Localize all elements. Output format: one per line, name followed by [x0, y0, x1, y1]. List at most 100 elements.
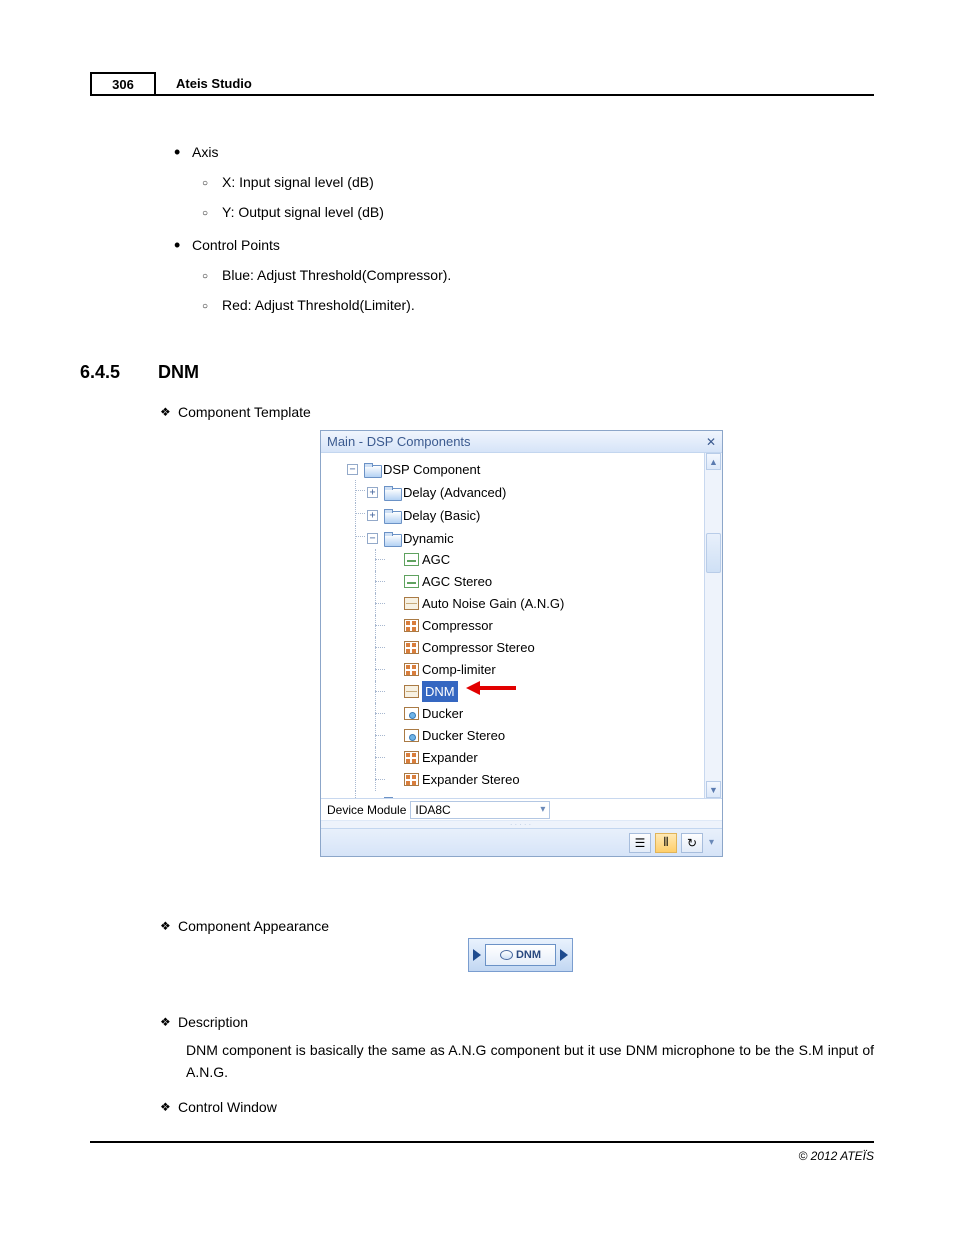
- expand-icon[interactable]: +: [367, 487, 378, 498]
- footer-columns-icon[interactable]: ⦀: [655, 833, 677, 853]
- tree-item-agc[interactable]: AGC: [387, 549, 450, 570]
- tree-label: Ducker: [422, 703, 463, 724]
- component-icon: [404, 597, 419, 610]
- page-footer: © 2012 ATEÏS: [90, 1141, 874, 1163]
- footer-list-icon[interactable]: ☰: [629, 833, 651, 853]
- folder-icon: [384, 509, 400, 522]
- component-icon: [404, 773, 419, 786]
- tree-item-dnm[interactable]: DNM: [387, 681, 458, 702]
- folder-icon: [384, 797, 400, 798]
- folder-icon: [364, 463, 380, 476]
- panel-titlebar: Main - DSP Components ✕: [321, 431, 722, 453]
- control-points-red: Red: Adjust Threshold(Limiter).: [222, 294, 874, 318]
- component-icon: [404, 553, 419, 566]
- device-module-label: Device Module: [327, 803, 406, 817]
- device-module-row: Device Module IDA8C: [321, 798, 722, 820]
- axis-label: Axis: [192, 144, 218, 160]
- folder-icon: [384, 532, 400, 545]
- tree-area: − DSP Component + Delay (Advanced): [321, 453, 704, 798]
- heading-component-template: Component Template: [160, 404, 311, 420]
- tree-label: Comp-limiter: [422, 659, 496, 680]
- panel-title: Main - DSP Components: [327, 434, 471, 449]
- scroll-down-icon[interactable]: ▼: [706, 781, 721, 798]
- lower-content: Component Appearance Description DNM com…: [160, 902, 874, 1125]
- dnm-circle-icon: [500, 950, 513, 960]
- copyright: © 2012 ATEÏS: [798, 1149, 874, 1163]
- description-text: DNM component is basically the same as A…: [186, 1040, 874, 1083]
- control-points-label: Control Points: [192, 237, 280, 253]
- heading-description: Description: [160, 1014, 874, 1030]
- tree-item-compressor-stereo[interactable]: Compressor Stereo: [387, 637, 535, 658]
- tree-item-agc-stereo[interactable]: AGC Stereo: [387, 571, 492, 592]
- tree-label: Auto Noise Gain (A.N.G): [422, 593, 564, 614]
- tree-item-expander-stereo[interactable]: Expander Stereo: [387, 769, 520, 790]
- collapse-icon[interactable]: −: [367, 533, 378, 544]
- tree-item-delay-basic[interactable]: + Delay (Basic): [367, 505, 480, 526]
- content-top: Axis X: Input signal level (dB) Y: Outpu…: [170, 140, 874, 326]
- component-icon: [404, 729, 419, 742]
- input-port-icon: [473, 949, 481, 961]
- page-number: 306: [90, 72, 156, 94]
- output-port-icon: [560, 949, 568, 961]
- tree-label: AGC Stereo: [422, 571, 492, 592]
- tree-label: Expander: [422, 747, 478, 768]
- section-number: 6.4.5: [80, 362, 120, 383]
- tree-item-delay-advanced[interactable]: + Delay (Advanced): [367, 482, 506, 503]
- device-module-select[interactable]: IDA8C: [410, 801, 550, 819]
- tree-label: Gate: [403, 793, 431, 798]
- expand-icon[interactable]: +: [367, 510, 378, 521]
- collapse-icon[interactable]: −: [347, 464, 358, 475]
- component-icon: [404, 641, 419, 654]
- section-title: DNM: [158, 362, 199, 383]
- tree-label: AGC: [422, 549, 450, 570]
- heading-component-appearance: Component Appearance: [160, 918, 874, 934]
- tree-label: Ducker Stereo: [422, 725, 505, 746]
- component-icon: [404, 685, 419, 698]
- drag-handle[interactable]: ·····: [321, 820, 722, 828]
- tree-root[interactable]: − DSP Component: [347, 459, 480, 480]
- component-icon: [404, 751, 419, 764]
- dnm-badge-label: DNM: [516, 949, 541, 961]
- component-icon: [404, 619, 419, 632]
- axis-x: X: Input signal level (dB): [222, 171, 874, 195]
- section-heading: 6.4.5 DNM: [80, 362, 199, 383]
- tree-item-compressor[interactable]: Compressor: [387, 615, 493, 636]
- tree-label: Compressor: [422, 615, 493, 636]
- tree-root-label: DSP Component: [383, 459, 480, 480]
- tree-item-dynamic[interactable]: − Dynamic: [367, 528, 454, 549]
- axis-y: Y: Output signal level (dB): [222, 201, 874, 225]
- tree-label: Expander Stereo: [422, 769, 520, 790]
- heading-control-window: Control Window: [160, 1099, 874, 1115]
- tree-item-ducker-stereo[interactable]: Ducker Stereo: [387, 725, 505, 746]
- tree-item-gate[interactable]: + Gate: [367, 793, 431, 798]
- page-header: 306 Ateis Studio: [90, 72, 874, 96]
- control-points-blue: Blue: Adjust Threshold(Compressor).: [222, 264, 874, 288]
- panel-footer: ☰ ⦀ ↻ ▾: [321, 828, 722, 856]
- tree-item-expander[interactable]: Expander: [387, 747, 478, 768]
- footer-refresh-icon[interactable]: ↻: [681, 833, 703, 853]
- component-appearance-block: DNM: [468, 938, 573, 972]
- header-title: Ateis Studio: [156, 72, 252, 94]
- tree-item-ducker[interactable]: Ducker: [387, 703, 463, 724]
- tree-item-ang[interactable]: Auto Noise Gain (A.N.G): [387, 593, 564, 614]
- tree-label: Compressor Stereo: [422, 637, 535, 658]
- heading-component-template-wrap: Component Template: [160, 394, 311, 430]
- tree-panel: Main - DSP Components ✕ − DSP Component …: [320, 430, 723, 857]
- footer-dropdown-icon[interactable]: ▾: [709, 837, 714, 848]
- component-icon: [404, 707, 419, 720]
- component-icon: [404, 663, 419, 676]
- tree-label-selected: DNM: [422, 681, 458, 702]
- device-module-value: IDA8C: [415, 803, 450, 817]
- scroll-up-icon[interactable]: ▲: [706, 453, 721, 470]
- arrow-indicator-icon: [466, 681, 516, 695]
- folder-icon: [384, 486, 400, 499]
- dnm-badge: DNM: [485, 944, 556, 966]
- tree-label: Delay (Advanced): [403, 482, 506, 503]
- scrollbar[interactable]: ▲ ▼: [704, 453, 722, 798]
- tree-label: Delay (Basic): [403, 505, 480, 526]
- tree-item-comp-limiter[interactable]: Comp-limiter: [387, 659, 496, 680]
- close-icon[interactable]: ✕: [706, 435, 716, 449]
- tree-label: Dynamic: [403, 528, 454, 549]
- scroll-thumb[interactable]: [706, 533, 721, 573]
- component-icon: [404, 575, 419, 588]
